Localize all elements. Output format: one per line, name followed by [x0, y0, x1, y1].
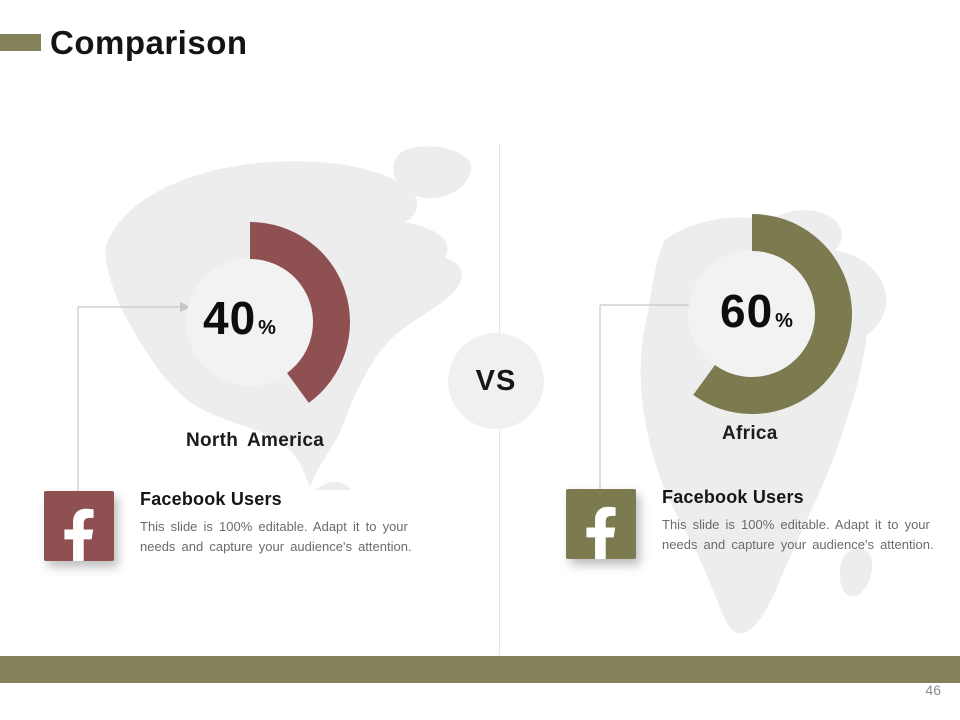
donut-hole — [688, 250, 816, 378]
panel-heading: Facebook Users — [662, 487, 804, 507]
panel-text-left: Facebook Users This slide is 100% editab… — [140, 489, 426, 557]
facebook-icon — [586, 506, 616, 559]
percent-unit: % — [258, 317, 276, 339]
percent-number: 40 — [203, 292, 257, 344]
donut-chart-right — [688, 214, 852, 414]
donut-chart-left — [186, 222, 350, 403]
page-title: Comparison — [50, 24, 248, 61]
facebook-icon — [64, 508, 94, 561]
vs-badge: VS — [448, 333, 544, 429]
donut-hole — [186, 258, 314, 386]
panel-description: This slide is 100% editable. Adapt it to… — [140, 519, 412, 554]
vs-label: VS — [475, 364, 517, 397]
percent-unit: % — [775, 310, 793, 332]
facebook-icon-tile-right — [566, 489, 636, 559]
panel-description: This slide is 100% editable. Adapt it to… — [662, 517, 934, 552]
region-label-right: Africa — [722, 423, 778, 444]
connector-left — [77, 302, 191, 492]
percent-number: 60 — [720, 285, 774, 337]
title-bullet — [0, 34, 41, 51]
panel-heading: Facebook Users — [140, 489, 282, 509]
bottom-bar — [0, 656, 960, 683]
panel-text-right: Facebook Users This slide is 100% editab… — [662, 487, 948, 555]
donut-arc — [693, 214, 852, 414]
percent-value-left: 40 % — [203, 291, 276, 345]
percent-value-right: 60 % — [720, 284, 793, 338]
region-label-left: North America — [186, 430, 325, 451]
donut-arc — [250, 222, 350, 403]
facebook-icon-tile-left — [44, 491, 114, 561]
page-number: 46 — [925, 682, 941, 698]
